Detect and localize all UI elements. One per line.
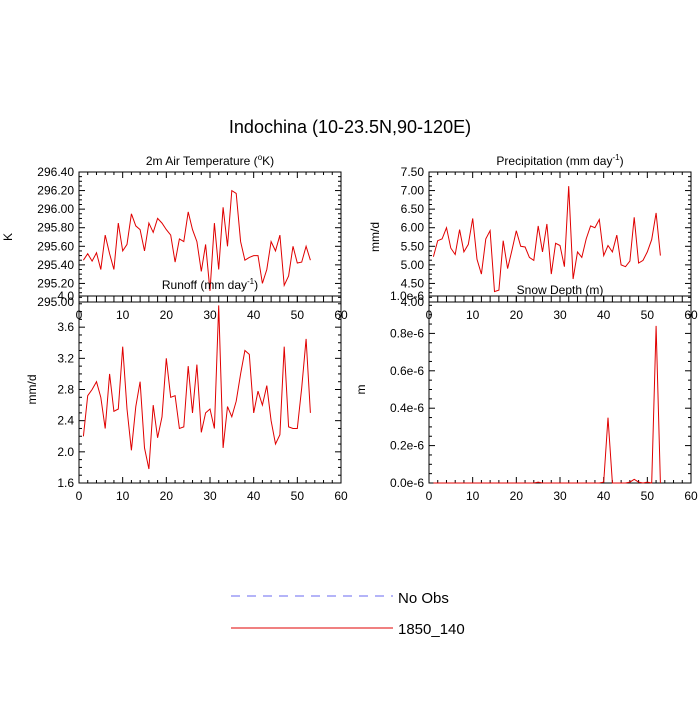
title-text: K) [262,154,274,168]
x-tick-label: 30 [553,489,567,503]
y-tick-label: 6.50 [401,202,425,216]
figure-title: Indochina (10-23.5N,90-120E) [229,117,471,137]
y-axis-label: mm/d [368,222,382,252]
y-tick-label: 2.0 [57,445,74,459]
legend-label-no-obs: No Obs [398,590,449,607]
x-tick-label: 60 [684,489,698,503]
y-tick-label: 5.50 [401,239,425,253]
y-tick-label: 296.20 [37,184,74,198]
series-line [83,191,310,291]
x-tick-label: 40 [247,489,261,503]
x-tick-label: 10 [466,308,480,322]
y-tick-label: 0.2e-6 [390,439,424,453]
y-tick-label: 295.60 [37,239,74,253]
y-tick-label: 1.0e-6 [390,289,424,303]
y-tick-label: 6.00 [401,221,425,235]
x-tick-label: 40 [597,308,611,322]
y-axis-label: mm/d [25,375,39,405]
title-text: ) [254,278,258,292]
x-tick-label: 20 [160,308,174,322]
y-tick-label: 7.00 [401,184,425,198]
panel-title: 2m Air Temperature (oK) [146,153,274,168]
plot-frame [429,296,691,483]
x-tick-label: 30 [203,308,217,322]
y-tick-label: 1.6 [57,476,74,490]
y-tick-label: 296.00 [37,202,74,216]
x-tick-label: 10 [466,489,480,503]
x-tick-label: 50 [641,308,655,322]
x-tick-label: 30 [553,308,567,322]
y-tick-label: 4.0 [57,289,74,303]
y-tick-label: 7.50 [401,165,425,179]
y-axis-label: K [1,233,15,241]
panels: 2m Air Temperature (oK) K 0 10 20 30 40 50 60 295… [1,153,698,503]
y-tick-label: 0.6e-6 [390,364,424,378]
y-tick-label: 3.2 [57,351,74,365]
title-text: Snow Depth (m) [517,283,604,297]
x-tick-label: 40 [597,489,611,503]
y-tick-label: 5.00 [401,258,425,272]
legend-label-1850-140: 1850_140 [398,621,465,638]
y-tick-label: 296.40 [37,165,74,179]
title-text: ) [620,154,624,168]
x-tick-label: 20 [510,308,524,322]
x-tick-label: 50 [291,489,305,503]
panel-title: Snow Depth (m) [517,283,604,297]
series-line [83,305,310,469]
title-text: Runoff (mm day [162,278,247,292]
y-tick-label: 3.6 [57,320,74,334]
title-text: Precipitation (mm day [496,154,612,168]
panel-title: Runoff (mm day-1) [162,277,258,292]
y-tick-label: 0.8e-6 [390,326,424,340]
y-tick-label: 295.40 [37,258,74,272]
y-tick-label: 2.8 [57,383,74,397]
series-line [433,186,660,292]
legend: No Obs 1850_140 [231,590,465,638]
x-tick-label: 10 [116,308,130,322]
y-tick-label: 2.4 [57,414,74,428]
x-tick-label: 60 [334,489,348,503]
x-tick-label: 20 [160,489,174,503]
y-tick-label: 0.0e-6 [390,476,424,490]
y-tick-label: 0.4e-6 [390,401,424,415]
y-axis-label: m [354,385,368,395]
series-line [433,326,660,483]
y-tick-label: 295.80 [37,221,74,235]
x-tick-label: 0 [76,489,83,503]
title-text: 2m Air Temperature ( [146,154,258,168]
x-tick-label: 50 [291,308,305,322]
x-tick-label: 20 [510,489,524,503]
x-tick-label: 40 [247,308,261,322]
x-tick-label: 0 [426,489,433,503]
panel-title: Precipitation (mm day-1) [496,153,623,168]
x-tick-label: 10 [116,489,130,503]
x-tick-label: 50 [641,489,655,503]
x-tick-label: 30 [203,489,217,503]
